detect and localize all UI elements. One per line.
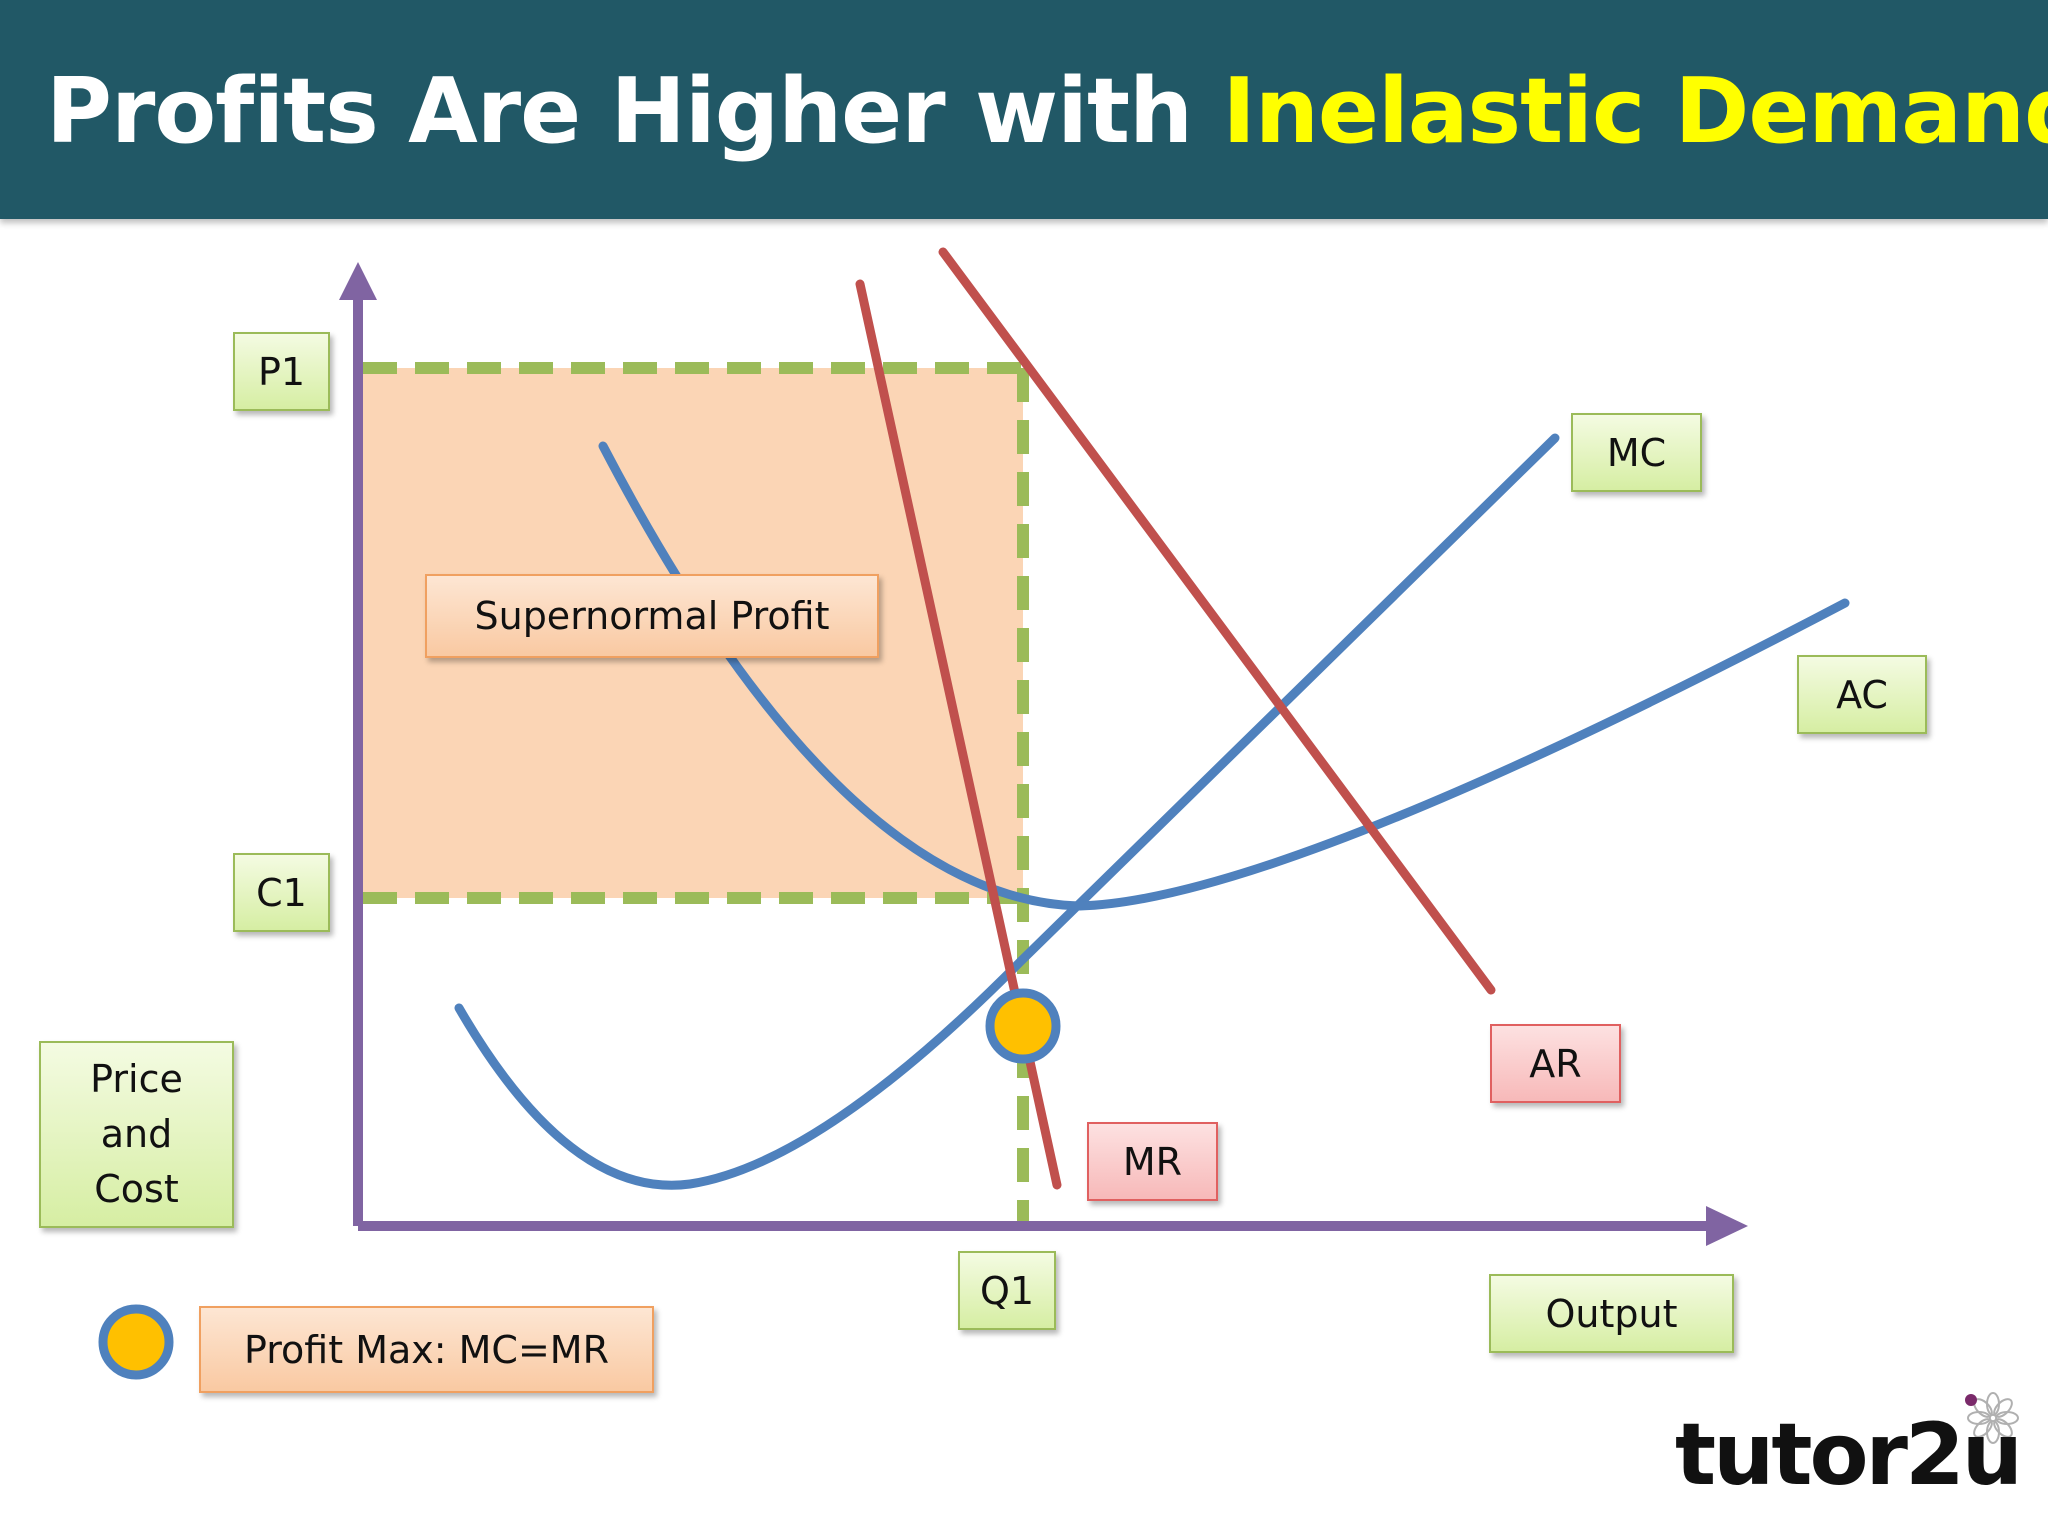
guide-lines: [363, 362, 1029, 1222]
logo-flower-icon: [1965, 1392, 2019, 1444]
title-main: Profits Are Higher with: [46, 59, 1223, 164]
mr-label: MR: [1087, 1122, 1218, 1201]
y-axis-label: Price and Cost: [39, 1041, 234, 1228]
supernormal-profit-label: Supernormal Profit: [425, 574, 879, 658]
x-axis-label: Output: [1489, 1274, 1734, 1353]
ar-curve: [938, 247, 1496, 995]
x-axis-arrowhead: [1706, 1206, 1748, 1246]
c1-label: C1: [233, 853, 330, 932]
y-axis-arrowhead: [339, 262, 377, 300]
mc-curve: [454, 433, 1560, 1190]
ac-label: AC: [1797, 655, 1927, 734]
profit-max-point: [985, 988, 1061, 1064]
title-highlight: Inelastic Demand: [1222, 59, 2048, 164]
tutor2u-logo: tutor2u: [1675, 1405, 2023, 1505]
profit-max-legend-label: Profit Max: MC=MR: [199, 1306, 654, 1393]
ac-curve: [598, 441, 1850, 911]
mc-label: MC: [1571, 413, 1702, 492]
legend-marker: [98, 1304, 174, 1380]
axes: [339, 262, 1748, 1246]
title-bar: Profits Are Higher with Inelastic Demand: [0, 0, 2048, 219]
q1-label: Q1: [958, 1251, 1056, 1330]
p1-label: P1: [233, 332, 330, 411]
slide-title: Profits Are Higher with Inelastic Demand: [46, 52, 2048, 172]
ar-label: AR: [1490, 1024, 1621, 1103]
